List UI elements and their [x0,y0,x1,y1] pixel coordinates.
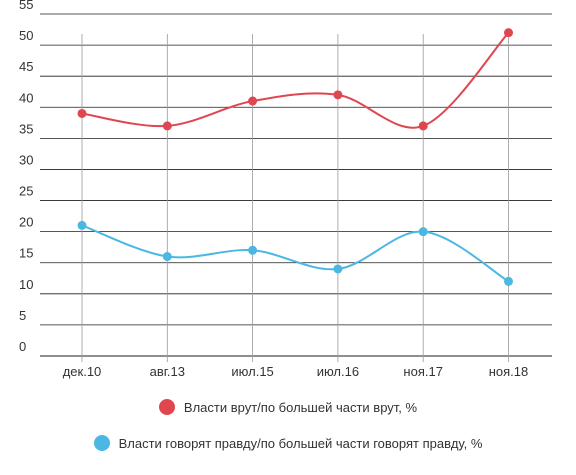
legend-label-2: Власти говорят правду/по большей части г… [118,435,483,451]
y-tick-label: 20 [19,215,33,230]
y-tick-label: 5 [19,308,26,323]
data-point [77,108,87,118]
legend-entry-2[interactable]: Власти говорят правду/по большей части г… [0,435,576,451]
legend-label-1: Власти врут/по большей части врут, % [183,399,418,415]
y-tick-label: 10 [19,277,33,292]
y-tick-label: 55 [19,0,33,12]
series-line-2 [81,224,510,283]
x-tick-label: ноя.18 [489,364,529,379]
data-point [333,264,343,274]
series-line-1 [81,31,510,129]
series-lines [77,28,513,286]
data-point [77,220,87,230]
data-point [418,227,428,237]
data-point [504,276,513,286]
data-point [248,96,258,106]
x-tick-label: июл.16 [317,364,359,379]
data-point [333,90,343,100]
legend-marker-2 [93,435,110,451]
y-tick-label: 15 [19,246,33,261]
y-tick-label: 25 [19,184,33,199]
y-tick-label: 40 [19,90,33,105]
grid [40,13,552,357]
legend-marker-1 [158,399,175,415]
data-point [162,121,172,131]
data-point [504,28,513,38]
x-tick-label: дек.10 [63,364,102,379]
x-tick-label: июл.15 [231,364,273,379]
y-tick-label: 30 [19,152,33,167]
y-axis-ticks: 0 5 10 15 20 25 30 35 40 45 50 55 [19,0,33,354]
x-axis-ticks: дек.10 авг.13 июл.15 июл.16 ноя.17 ноя.18 [63,364,529,379]
x-tick-label: авг.13 [150,364,185,379]
y-tick-label: 45 [19,59,33,74]
data-point [162,252,172,262]
legend-entry-1[interactable]: Власти врут/по большей части врут, % [0,399,576,415]
y-tick-label: 0 [19,339,26,354]
data-point [248,245,258,255]
y-tick-label: 50 [19,28,33,43]
vertical-grid [81,34,509,362]
y-tick-label: 35 [19,121,33,136]
x-tick-label: ноя.17 [403,364,443,379]
data-point [418,121,428,131]
